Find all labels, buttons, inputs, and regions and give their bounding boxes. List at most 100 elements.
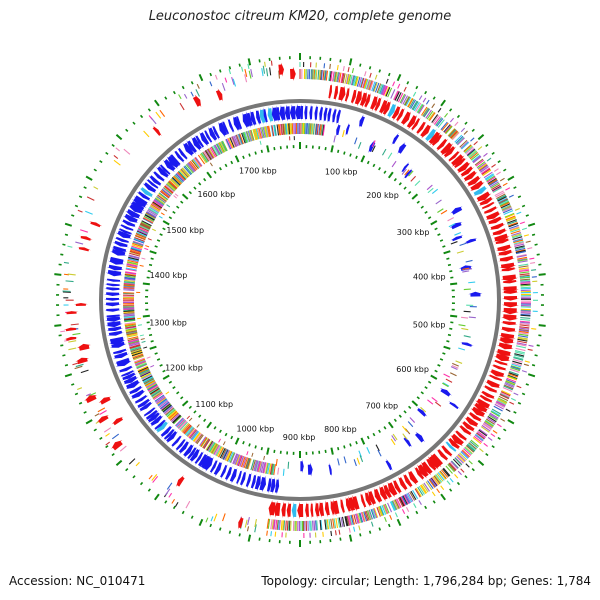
forward-category-bar — [496, 193, 506, 200]
forward-category-bar — [519, 276, 530, 279]
inner-tick — [260, 149, 263, 153]
reverse-gene-arrow — [468, 291, 483, 297]
reverse-gene-arrow — [328, 462, 332, 477]
inner-tick — [360, 437, 366, 445]
outer-tick — [209, 523, 213, 528]
reverse-gene-arrow — [132, 197, 147, 208]
outer-tick — [139, 481, 144, 486]
reverse-category-bar — [135, 233, 147, 239]
reverse-category-bar — [214, 144, 221, 155]
reverse-feature-bar — [139, 334, 144, 337]
reverse-category-bar — [262, 462, 267, 474]
forward-category-bar — [487, 415, 497, 423]
inner-tick — [355, 155, 358, 159]
reverse-feature-bar — [145, 245, 150, 248]
reverse-category-bar — [131, 244, 143, 249]
forward-feature-bar — [246, 526, 250, 532]
reverse-gene-arrow — [112, 240, 129, 248]
outer-tick — [359, 533, 362, 537]
outer-tick — [228, 66, 232, 70]
forward-category-bar — [440, 121, 448, 131]
reverse-gene-arrow — [336, 108, 341, 125]
reverse-feature-bar — [196, 424, 200, 428]
forward-feature-bar — [509, 401, 515, 405]
reverse-gene-arrow — [182, 142, 194, 157]
reverse-category-bar — [123, 283, 135, 286]
forward-gene-arrow — [273, 500, 281, 518]
reverse-category-bar — [158, 192, 169, 200]
forward-category-bar — [467, 442, 477, 451]
reverse-category-bar — [128, 340, 140, 345]
forward-category-bar — [322, 70, 325, 81]
reverse-category-bar — [123, 282, 135, 285]
forward-category-bar — [496, 399, 507, 406]
reverse-gene-arrow — [250, 110, 257, 127]
forward-category-bar — [433, 475, 441, 485]
reverse-category-bar — [265, 462, 269, 474]
reverse-category-bar — [256, 460, 261, 472]
forward-category-bar — [504, 383, 515, 388]
reverse-category-bar — [199, 436, 207, 447]
forward-gene-arrow — [84, 395, 97, 404]
forward-category-bar — [406, 493, 413, 503]
reverse-category-bar — [205, 440, 213, 451]
forward-category-bar — [350, 514, 354, 525]
forward-feature-bar — [505, 187, 511, 191]
reverse-gene-arrow — [163, 428, 176, 441]
inner-tick — [387, 421, 394, 429]
reverse-category-bar — [129, 252, 141, 257]
forward-category-bar — [500, 391, 511, 397]
reverse-category-bar — [123, 312, 135, 315]
forward-category-bar — [492, 186, 502, 193]
forward-category-bar — [359, 77, 364, 88]
forward-category-bar — [441, 122, 449, 131]
forward-feature-bar — [348, 527, 351, 533]
forward-category-bar — [371, 508, 376, 519]
outer-tick — [115, 133, 123, 141]
forward-category-bar — [495, 402, 505, 409]
reverse-category-bar — [404, 169, 410, 176]
forward-feature-bar — [465, 463, 470, 468]
forward-feature-bar — [183, 93, 188, 99]
reverse-gene-arrow — [104, 292, 122, 296]
inner-tick — [266, 145, 270, 153]
forward-category-bar — [501, 204, 511, 210]
forward-category-bar — [433, 116, 441, 125]
forward-category-bar — [517, 338, 528, 342]
forward-category-bar — [476, 432, 486, 439]
reverse-category-bar — [189, 429, 197, 439]
forward-category-bar — [287, 520, 290, 531]
forward-feature-bar — [364, 71, 367, 77]
forward-category-bar — [366, 79, 371, 90]
forward-category-bar — [349, 74, 353, 85]
reverse-category-bar — [310, 123, 313, 135]
forward-feature-bar — [531, 328, 537, 330]
reverse-gene-arrow — [199, 131, 210, 147]
inner-tick — [393, 418, 397, 422]
reverse-category-bar — [210, 443, 218, 454]
reverse-category-bar — [333, 135, 336, 143]
forward-feature-bar — [490, 433, 496, 437]
reverse-category-bar — [282, 468, 285, 476]
forward-gene-arrow — [370, 95, 378, 112]
forward-gene-arrow — [89, 221, 103, 228]
inner-tick — [411, 193, 419, 200]
forward-category-bar — [461, 449, 470, 458]
forward-category-bar — [513, 356, 524, 360]
reverse-gene-arrow — [225, 465, 233, 482]
reverse-category-bar — [217, 142, 224, 154]
forward-category-bar — [276, 519, 279, 530]
reverse-category-bar — [154, 394, 165, 402]
reverse-category-bar — [159, 190, 170, 199]
outer-tick — [190, 81, 194, 85]
forward-category-bar — [354, 513, 359, 524]
forward-category-bar — [517, 340, 528, 344]
forward-category-bar — [505, 379, 516, 384]
scale-label: 1200 kbp — [165, 364, 203, 373]
reverse-gene-arrow — [198, 453, 208, 468]
forward-feature-bar — [86, 393, 92, 397]
forward-feature-bar — [274, 531, 277, 537]
forward-category-bar — [520, 279, 531, 282]
forward-category-bar — [336, 72, 340, 83]
forward-gene-arrow — [451, 154, 465, 167]
